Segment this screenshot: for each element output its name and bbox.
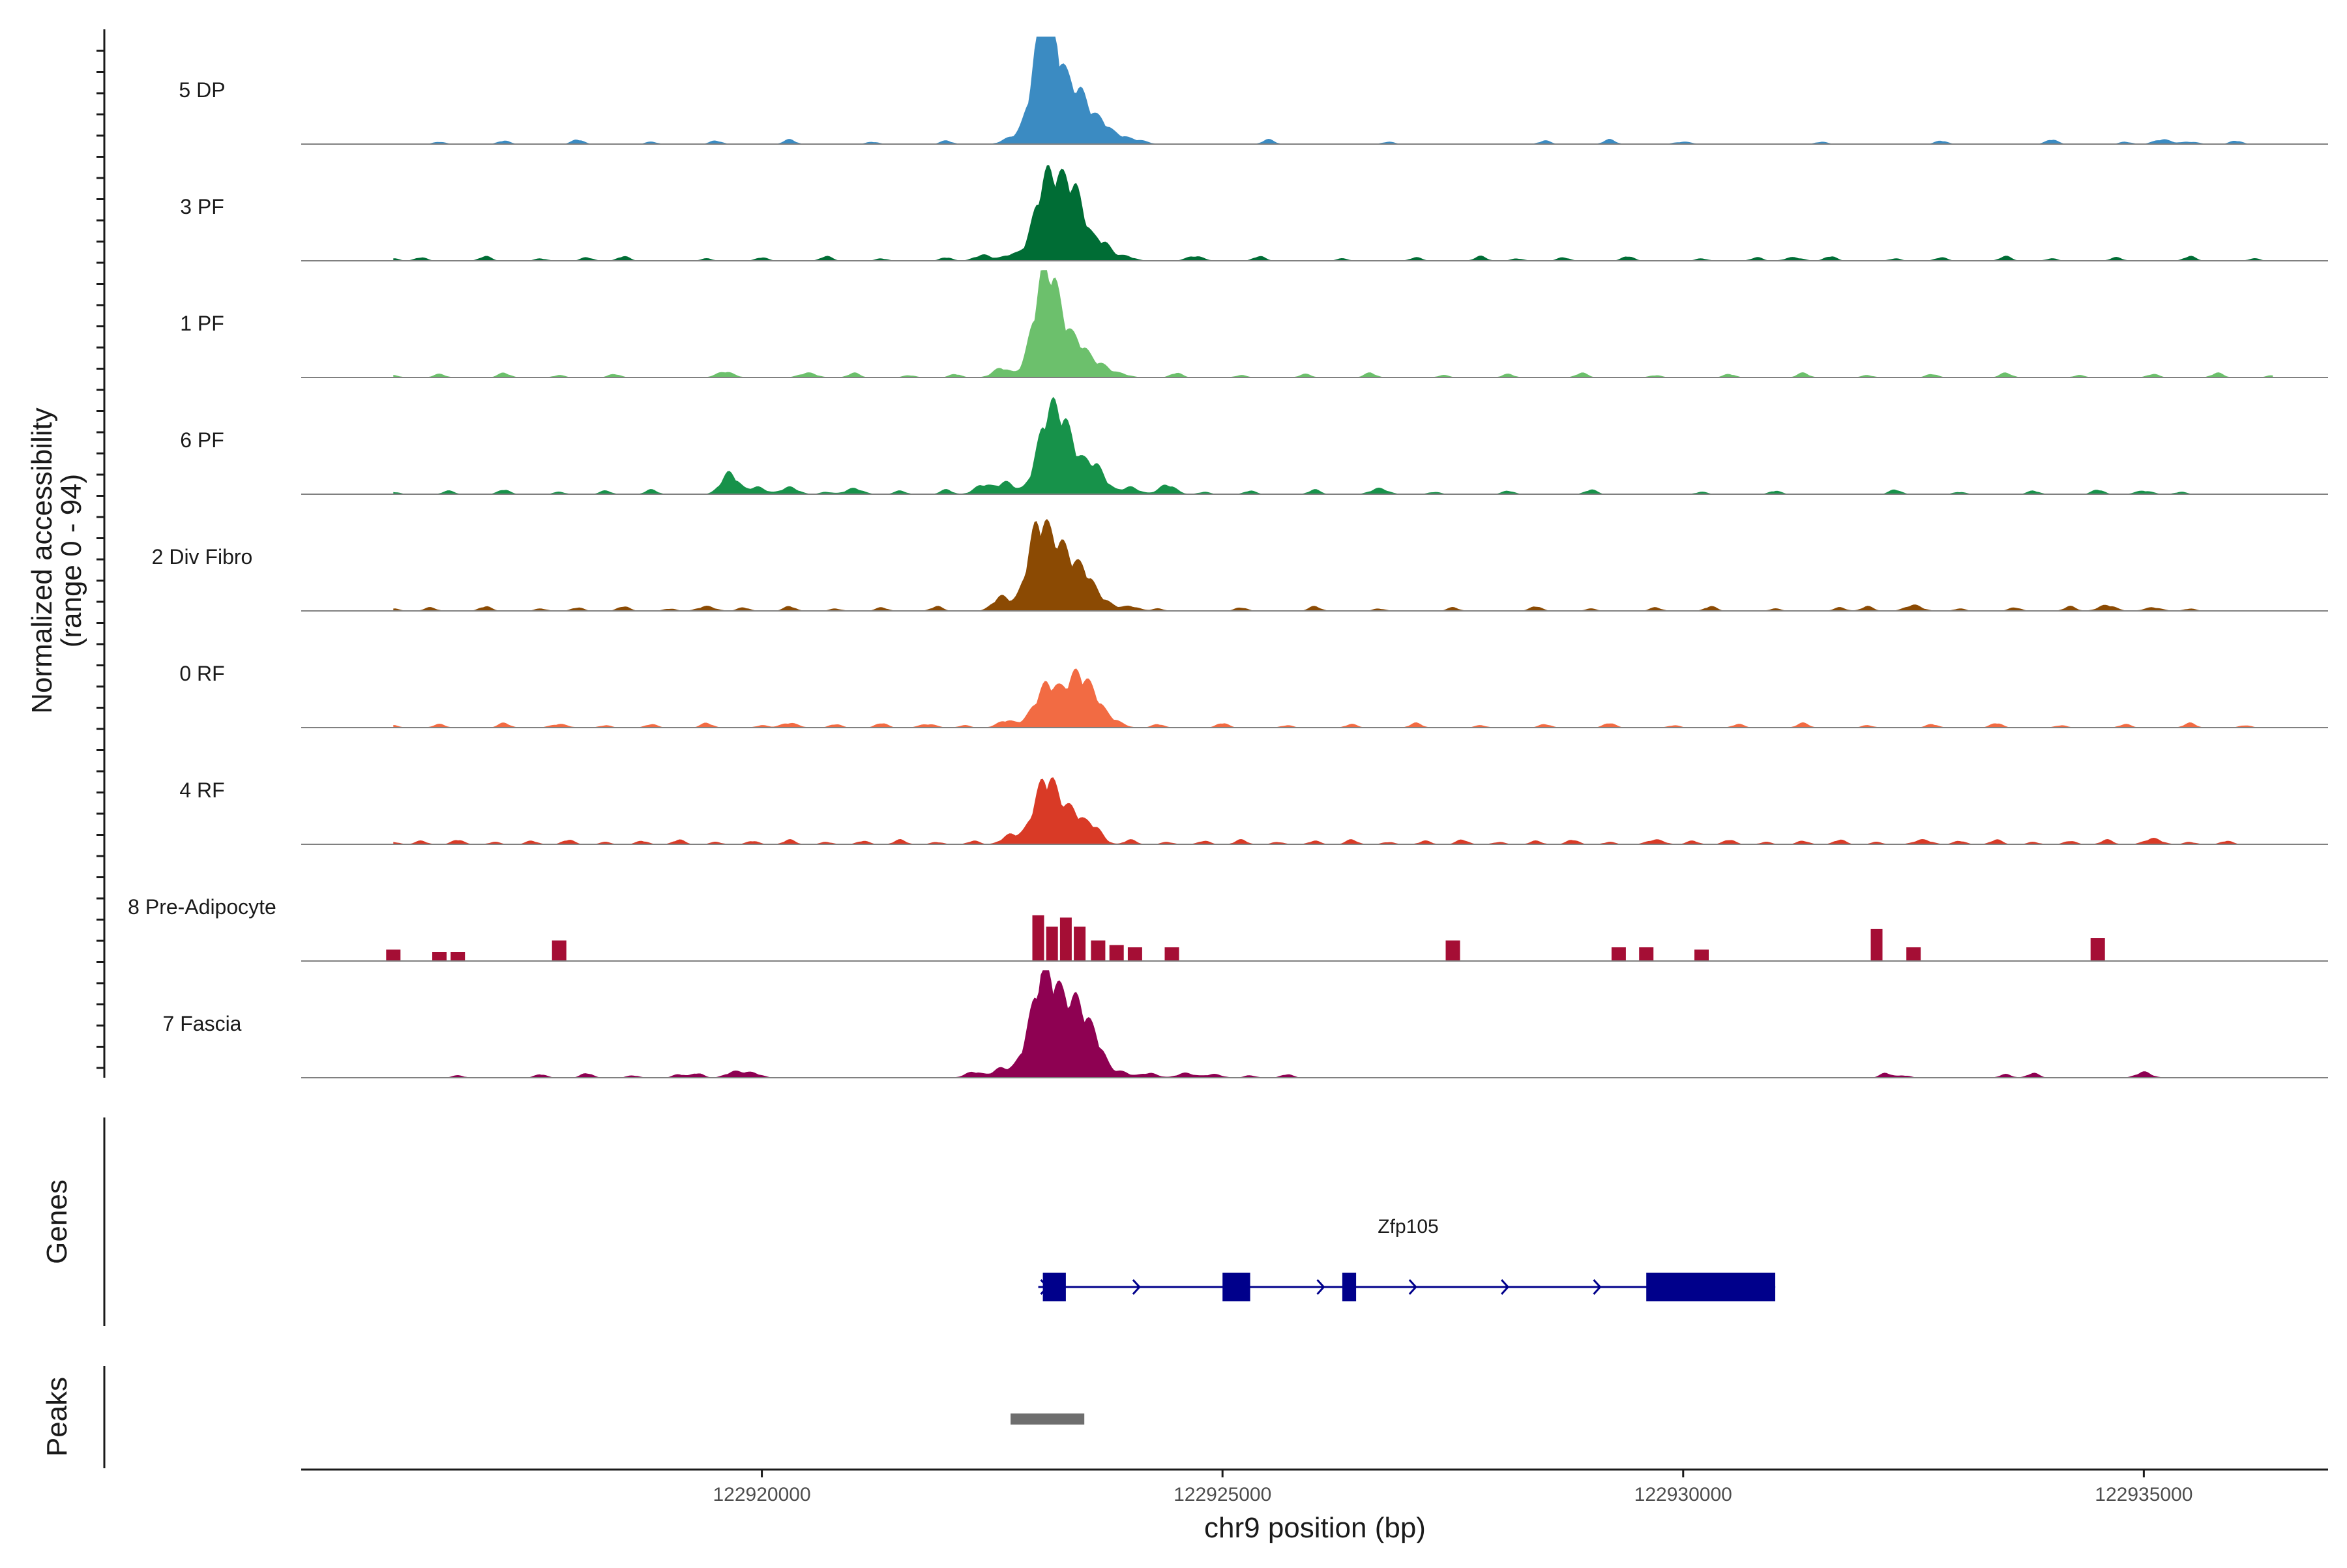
- y-axis-title-group: Normalized accessibility (range 0 - 94): [26, 407, 87, 713]
- coverage-area: [393, 37, 2273, 144]
- track-labels: 5 DP 3 PF 1 PF 6 PF 2 Div Fibro 0 RF 4 RF 8 Pre…: [128, 78, 276, 1035]
- coverage-area: [393, 396, 2273, 494]
- track-3-pf: [301, 165, 2328, 261]
- coverage-bar: [450, 952, 465, 961]
- coverage-bar: [552, 940, 567, 961]
- coverage-bar: [1870, 928, 1883, 961]
- track-label: 8 Pre-Adipocyte: [128, 895, 276, 919]
- y-axis-title-line1: Normalized accessibility: [26, 407, 58, 713]
- coverage-area: [393, 165, 2273, 261]
- coverage-area: [393, 777, 2273, 844]
- coverage-area: [393, 519, 2273, 611]
- track-label: 5 DP: [179, 78, 225, 102]
- x-tick-label: 122930000: [1634, 1484, 1732, 1505]
- track-4-rf: [301, 777, 2328, 845]
- coverage-bar: [1694, 949, 1709, 961]
- gene-exon: [1222, 1273, 1250, 1301]
- strand-arrow: [1316, 1279, 1325, 1295]
- peaks-panel-label: Peaks: [41, 1377, 73, 1457]
- coverage-bar: [432, 952, 447, 961]
- gene-model: Zfp105: [1038, 1216, 1776, 1301]
- track-label: 6 PF: [180, 428, 224, 452]
- track-0-rf: [301, 668, 2328, 728]
- coverage-bar: [1127, 947, 1142, 961]
- strand-arrow: [1501, 1279, 1510, 1295]
- coverage-bar: [1611, 947, 1626, 961]
- strand-arrow: [1593, 1279, 1602, 1295]
- track-2-div-fibro: [301, 519, 2328, 612]
- track-5-dp: [301, 37, 2328, 145]
- strand-arrow: [1040, 1279, 1049, 1295]
- coverage-bar: [386, 949, 401, 961]
- coverage-tracks: [301, 37, 2328, 1078]
- track-label: 0 RF: [179, 662, 224, 685]
- gene-exon: [1342, 1273, 1357, 1301]
- track-label: 7 Fascia: [163, 1012, 242, 1035]
- x-axis-title: chr9 position (bp): [1204, 1512, 1426, 1544]
- track-1-pf: [301, 270, 2328, 378]
- peak-region: [1011, 1413, 1085, 1425]
- y-axis-title-line2: (range 0 - 94): [55, 474, 87, 648]
- coverage-bar: [1074, 926, 1086, 961]
- peaks-panel: Peaks: [41, 1366, 1085, 1468]
- track-8-pre-adipocyte: [301, 915, 2328, 962]
- coverage-bar: [1046, 926, 1058, 961]
- strand-arrow: [1408, 1279, 1417, 1295]
- track-label: 4 RF: [179, 778, 224, 802]
- track-label: 2 Div Fibro: [152, 545, 253, 569]
- x-axis: 122920000 122925000 122930000 122935000: [301, 1468, 2328, 1505]
- coverage-bar: [1445, 940, 1460, 961]
- coverage-bar: [2090, 938, 2105, 961]
- coverage-bar: [1109, 945, 1124, 961]
- track-label: 3 PF: [180, 195, 224, 218]
- genes-panel-label: Genes: [41, 1179, 73, 1264]
- peak-regions: [1011, 1413, 1085, 1425]
- track-label: 1 PF: [180, 312, 224, 335]
- coverage-y-axis: [96, 29, 106, 1078]
- track-7-fascia: [301, 970, 2328, 1078]
- x-tick-label: 122935000: [2095, 1484, 2192, 1505]
- coverage-area: [393, 668, 2273, 728]
- coverage-bar: [1059, 917, 1072, 961]
- coverage-bar: [1906, 947, 1921, 961]
- genes-panel: Genes Zfp105: [41, 1117, 1776, 1326]
- coverage-bar: [1091, 940, 1106, 961]
- x-tick-label: 122925000: [1174, 1484, 1271, 1505]
- gene-exon: [1646, 1273, 1775, 1301]
- coverage-area: [393, 270, 2273, 377]
- coverage-bar: [1639, 947, 1654, 961]
- x-tick-label: 122920000: [713, 1484, 811, 1505]
- coverage-area: [393, 970, 2273, 1078]
- strand-arrow: [1132, 1279, 1141, 1295]
- coverage-bar: [1032, 915, 1044, 961]
- coverage-bar: [1164, 947, 1179, 961]
- gene-name-label: Zfp105: [1378, 1216, 1438, 1237]
- track-6-pf: [301, 396, 2328, 495]
